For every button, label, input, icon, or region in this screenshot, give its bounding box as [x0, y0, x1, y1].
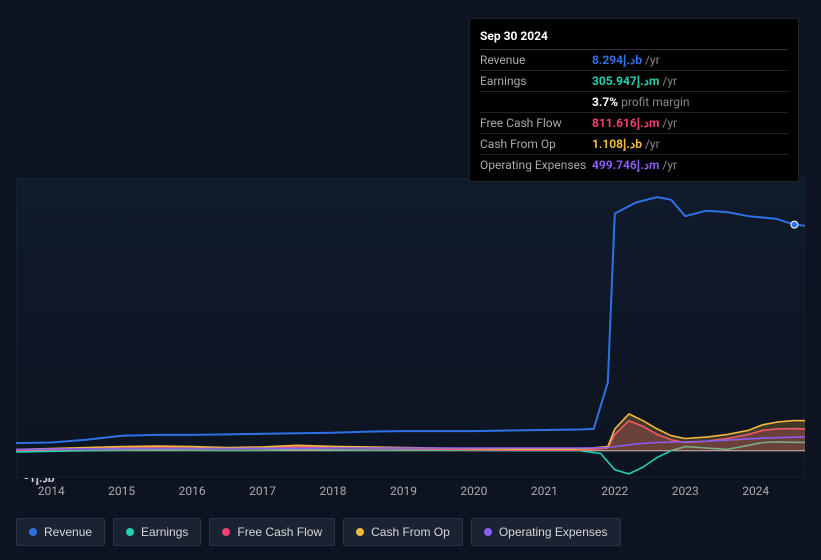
tooltip-value: 499.746: [592, 158, 637, 172]
legend-button-revenue[interactable]: Revenue: [16, 518, 105, 546]
tooltip-unit: /yr: [662, 116, 677, 130]
tooltip-label: Revenue: [480, 53, 592, 67]
x-axis-label: 2017: [249, 484, 276, 498]
tooltip-panel: Sep 30 2024Revenue8.294د.إb/yrEarnings30…: [469, 18, 799, 182]
legend-label: Operating Expenses: [499, 525, 608, 539]
tooltip-value: 1.108: [592, 137, 623, 151]
legend-label: Cash From Op: [371, 525, 450, 539]
legend-label: Revenue: [44, 525, 92, 539]
tooltip-row: Revenue8.294د.إb/yr: [480, 50, 788, 71]
x-axis-label: 2018: [320, 484, 347, 498]
tooltip-row: Earnings305.947د.إm/yr: [480, 71, 788, 92]
tooltip-row: Cash From Op1.108د.إb/yr: [480, 134, 788, 155]
chart-svg: [16, 178, 805, 478]
tooltip-value-suffix: د.إb: [623, 53, 642, 67]
legend-label: Free Cash Flow: [237, 525, 322, 539]
legend-dot-icon: [484, 528, 492, 536]
tooltip-value: 8.294: [592, 53, 623, 67]
tooltip-value-suffix: د.إb: [623, 137, 642, 151]
tooltip-label: Cash From Op: [480, 137, 592, 151]
x-axis-label: 2023: [672, 484, 699, 498]
tooltip-row: Free Cash Flow811.616د.إm/yr: [480, 113, 788, 134]
tooltip-value-suffix: د.إm: [637, 158, 660, 172]
legend-button-earnings[interactable]: Earnings: [113, 518, 201, 546]
tooltip-value-suffix: د.إm: [637, 74, 660, 88]
x-axis-label: 2014: [38, 484, 65, 498]
legend-dot-icon: [356, 528, 364, 536]
tooltip-label: Free Cash Flow: [480, 116, 592, 130]
hover-marker: [791, 222, 797, 228]
tooltip-unit: /yr: [645, 53, 660, 67]
legend-button-opex[interactable]: Operating Expenses: [471, 518, 621, 546]
chart-plot-area[interactable]: [16, 178, 805, 478]
legend-dot-icon: [126, 528, 134, 536]
legend-button-cfo[interactable]: Cash From Op: [343, 518, 463, 546]
tooltip-unit: /yr: [662, 158, 677, 172]
tooltip-value: 305.947: [592, 74, 637, 88]
tooltip-date: Sep 30 2024: [480, 25, 788, 50]
x-axis-label: 2022: [601, 484, 628, 498]
legend-dot-icon: [222, 528, 230, 536]
x-axis-label: 2021: [531, 484, 558, 498]
x-axis-label: 2024: [742, 484, 769, 498]
tooltip-subvalue: 3.7%: [592, 95, 618, 109]
tooltip-value: 811.616: [592, 116, 637, 130]
chart-background: [16, 178, 805, 478]
tooltip-unit: /yr: [645, 137, 660, 151]
legend-button-fcf[interactable]: Free Cash Flow: [209, 518, 335, 546]
tooltip-subtext: profit margin: [621, 95, 689, 109]
x-axis-label: 2015: [108, 484, 135, 498]
tooltip-unit: /yr: [662, 74, 677, 88]
tooltip-value-suffix: د.إm: [637, 116, 660, 130]
x-axis: 2014 2015 2016 2017 2018 2019 2020 2021 2022 2023…: [16, 484, 805, 500]
x-axis-label: 2020: [460, 484, 487, 498]
tooltip-label: Earnings: [480, 74, 592, 88]
x-axis-label: 2016: [179, 484, 206, 498]
tooltip-subrow: 3.7%profit margin: [480, 92, 788, 113]
legend-dot-icon: [29, 528, 37, 536]
tooltip-row: Operating Expenses499.746د.إm/yr: [480, 155, 788, 175]
legend-label: Earnings: [141, 525, 188, 539]
tooltip-label: Operating Expenses: [480, 158, 592, 172]
legend-row: Revenue Earnings Free Cash Flow Cash From O…: [16, 518, 621, 546]
x-axis-label: 2019: [390, 484, 417, 498]
